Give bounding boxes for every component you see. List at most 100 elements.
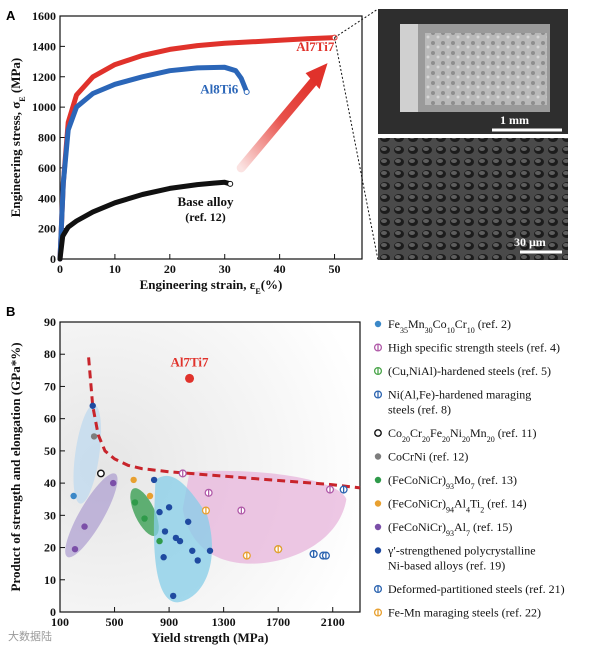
y-tick-label: 50 [44, 444, 56, 458]
x-tick-label: 40 [274, 262, 286, 276]
y-tick-label: 1400 [32, 39, 56, 53]
legend-entry: (FeCoNiCr)93Al7 (ref. 15) [374, 520, 512, 538]
legend-label: Deformed-partitioned steels (ref. 21) [388, 582, 565, 596]
y-tick-label: 200 [38, 222, 56, 236]
data-point [161, 528, 169, 535]
label-base-alloy: Base alloy [178, 194, 234, 209]
panel-b-letter: B [6, 304, 15, 319]
y-tick-label: 80 [44, 347, 56, 361]
curve-endpoint [227, 180, 234, 187]
x-tick-label: 10 [109, 262, 121, 276]
legend-entry: Deformed-partitioned steels (ref. 21) [373, 582, 565, 596]
plot-background [60, 322, 360, 612]
legend-label: γ′-strengthened polycrystalline [387, 544, 536, 558]
performance-boundary-curve [87, 357, 361, 490]
region-feconicr-mo7 [130, 488, 159, 537]
y-tick-label: 60 [44, 412, 56, 426]
label-base-alloy-ref: (ref. 12) [185, 210, 225, 224]
sem-bottom-image [378, 138, 568, 260]
region-fe-mn-co-cr [73, 404, 102, 504]
sem-fracture-surface [425, 33, 547, 105]
red-arrow-shaft [236, 74, 321, 173]
data-point [160, 554, 167, 561]
legend-marker [373, 608, 383, 617]
data-point [274, 545, 283, 554]
x-tick-label: 1700 [266, 615, 290, 629]
legend-label: (FeCoNiCr)94Al4Ti2 (ref. 14) [388, 497, 527, 515]
x-tick-label: 2100 [321, 615, 345, 629]
label-al8ti6: Al8Ti6 [200, 81, 239, 96]
data-point [81, 523, 88, 530]
x-tick-label: 900 [160, 615, 178, 629]
y-tick-label: 1200 [32, 70, 56, 84]
red-arrow-head [305, 63, 328, 90]
legend-label: (FeCoNiCr)93Mo7 (ref. 13) [388, 473, 517, 491]
legend-label: Ni(Al,Fe)-hardened maraging [388, 388, 531, 402]
scale-label-1mm: 1 mm [500, 113, 529, 127]
data-point [194, 557, 201, 564]
legend-marker [374, 320, 382, 328]
legend-label: High specific strength steels (ref. 4) [388, 341, 560, 355]
legend-marker [374, 547, 382, 554]
connector-line-bottom [334, 37, 379, 261]
y-tick-label: 90 [44, 315, 56, 329]
x-axis-label: Engineering strain, εE(%) [140, 277, 283, 296]
legend-label: (FeCoNiCr)93Al7 (ref. 15) [388, 520, 512, 538]
data-point [201, 506, 210, 515]
panel-b-chart: 100 500 900 1300 1700 2100 0 10 20 30 40 50 60 70 80 90… [8, 315, 361, 645]
sem-specimen-edge [400, 24, 418, 112]
y-tick-label: 70 [44, 379, 56, 393]
legend-label: CoCrNi (ref. 12) [388, 450, 468, 464]
legend-entry: (FeCoNiCr)94Al4Ti2 (ref. 14) [374, 497, 527, 515]
legend-entry: (FeCoNiCr)93Mo7 (ref. 13) [374, 473, 517, 491]
y-tick-label: 1000 [32, 100, 56, 114]
curve-base-alloy [57, 179, 233, 262]
legend-marker [373, 390, 383, 399]
plot-frame [59, 321, 361, 613]
data-point [321, 551, 330, 560]
panel-a-chart: 0 10 20 30 40 50 0 200 400 600 800 1000 1200 1400 1600… [8, 8, 379, 296]
data-point [189, 547, 196, 554]
y-tick-label: 30 [44, 508, 56, 522]
y-tick-label: 600 [38, 161, 56, 175]
data-point [309, 549, 318, 559]
data-point [131, 499, 139, 506]
y-tick-label: 20 [44, 541, 56, 555]
region-feconicr-al7 [65, 473, 118, 558]
legend-label: Fe35Mn30Co10Cr10 (ref. 2) [388, 317, 511, 335]
legend-entry: Co20Cr20Fe20Ni20Mn20 (ref. 11) [374, 426, 537, 444]
legend-marker [374, 453, 382, 460]
connector-line-top [334, 8, 379, 38]
legend-marker [374, 429, 382, 437]
data-point [339, 485, 348, 494]
highlight-label-al7ti7: Al7Ti7 [171, 354, 210, 369]
y-tick-label: 0 [50, 605, 56, 619]
data-point [130, 476, 137, 484]
data-point [165, 504, 173, 511]
legend-label-line2: Ni-based alloys (ref. 19) [388, 559, 505, 573]
data-point [237, 506, 246, 515]
x-tick-label: 1300 [212, 615, 236, 629]
watermark: 大数据陆 [8, 629, 52, 643]
legend-marker [374, 476, 382, 484]
x-tick-label: 100 [51, 615, 69, 629]
data-point [176, 537, 184, 545]
legend-marker [374, 523, 382, 531]
data-point [204, 488, 213, 497]
panel-b-legend: Fe35Mn30Co10Cr10 (ref. 2) High specific s… [373, 317, 565, 620]
region-high-specific-strength [182, 470, 347, 564]
legend-entry: Fe35Mn30Co10Cr10 (ref. 2) [374, 317, 511, 335]
data-point [150, 476, 158, 484]
legend-marker [373, 343, 383, 352]
data-point [184, 518, 192, 525]
data-point [71, 545, 79, 553]
data-point [89, 402, 96, 409]
y-axis-label: Engineering stress, σE (MPa) [8, 58, 27, 218]
legend-marker [373, 584, 383, 594]
data-point [156, 508, 163, 516]
legend-entry: (Cu,NiAl)-hardened steels (ref. 5) [373, 364, 551, 378]
data-point [109, 479, 117, 487]
data-point [97, 469, 105, 478]
y-tick-label: 0 [50, 252, 56, 266]
y-tick-label: 400 [38, 191, 56, 205]
